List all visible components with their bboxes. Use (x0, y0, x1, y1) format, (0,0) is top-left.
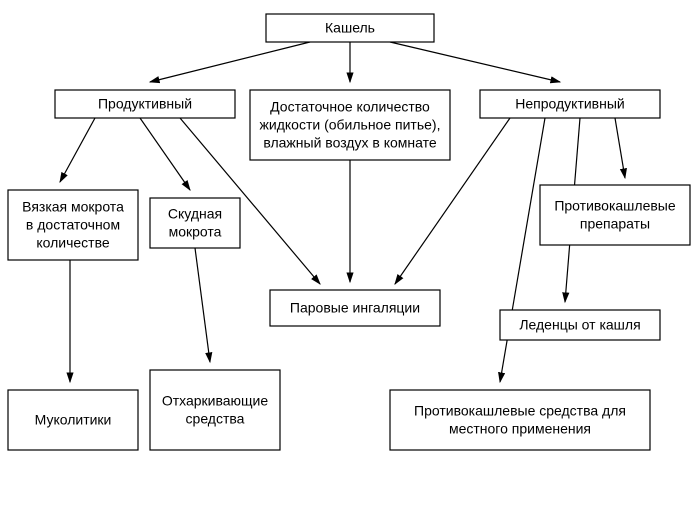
edge-scanty-expectorant (195, 248, 210, 362)
node-label-steam-line0: Паровые ингаляции (290, 300, 420, 316)
node-label-fluids-line2: влажный воздух в комнате (263, 135, 437, 151)
edge-productive-viscous (60, 118, 95, 182)
node-label-fluids-line1: жидкости (обильное питье), (260, 117, 441, 133)
edge-root-productive (150, 42, 310, 82)
node-label-mucolytics-line0: Муколитики (35, 412, 112, 428)
node-label-scanty-line0: Скудная (168, 206, 222, 222)
node-label-expectorant-line0: Отхаркивающие (162, 393, 269, 409)
node-label-viscous-line0: Вязкая мокрота (22, 199, 124, 215)
node-expectorant: Отхаркивающие средства (150, 370, 280, 450)
node-label-lozenges-line0: Леденцы от кашля (519, 317, 640, 333)
edge-root-nonprod (390, 42, 560, 82)
node-label-antitussive-line0: Противокашлевые (554, 198, 676, 214)
node-label-viscous-line2: количестве (36, 235, 110, 251)
node-lozenges: Леденцы от кашля (500, 310, 660, 340)
node-steam: Паровые ингаляции (270, 290, 440, 326)
node-topical: Противокашлевые средства для местного при… (390, 390, 650, 450)
node-mucolytics: Муколитики (8, 390, 138, 450)
node-fluids: Достаточное количество жидкости (обильное… (250, 90, 450, 160)
node-label-root-line0: Кашель (325, 20, 375, 36)
node-label-productive-line0: Продуктивный (98, 96, 192, 112)
nodes-layer: Кашель Продуктивный Достаточное количество… (8, 14, 690, 450)
node-label-nonprod-line0: Непродуктивный (515, 96, 624, 112)
node-label-topical-line1: местного применения (449, 421, 591, 437)
node-label-antitussive-line1: препараты (580, 216, 650, 232)
edge-nonprod-antitussive (615, 118, 625, 178)
node-productive: Продуктивный (55, 90, 235, 118)
node-label-viscous-line1: в достаточном (26, 217, 120, 233)
node-scanty: Скудная мокрота (150, 198, 240, 248)
flowchart-canvas: Кашель Продуктивный Достаточное количество… (0, 0, 698, 521)
node-label-expectorant-line1: средства (186, 411, 245, 427)
node-label-topical-line0: Противокашлевые средства для (414, 403, 626, 419)
node-label-scanty-line1: мокрота (169, 224, 222, 240)
edge-productive-scanty (140, 118, 190, 190)
node-viscous: Вязкая мокрота в достаточном количестве (8, 190, 138, 260)
node-nonprod: Непродуктивный (480, 90, 660, 118)
node-label-fluids-line0: Достаточное количество (270, 99, 430, 115)
node-root: Кашель (266, 14, 434, 42)
edge-nonprod-topical (500, 118, 545, 382)
node-antitussive: Противокашлевые препараты (540, 185, 690, 245)
